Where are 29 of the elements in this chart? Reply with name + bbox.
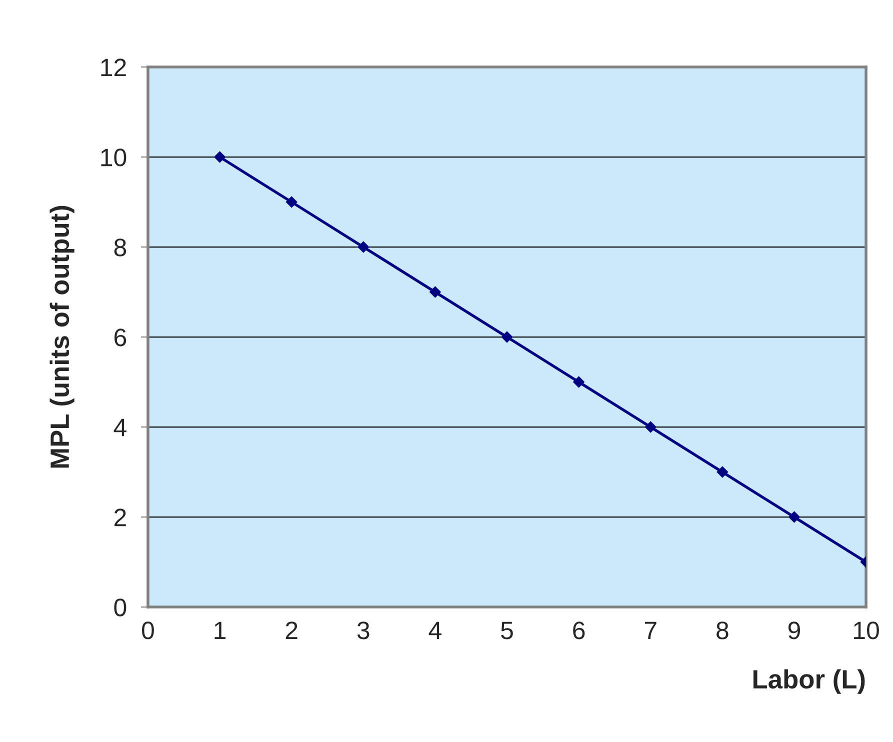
y-tick-label: 4 — [114, 418, 126, 436]
x-tick-label: 4 — [428, 622, 442, 640]
y-tick-label: 2 — [114, 508, 126, 526]
x-axis-title: Labor (L) — [753, 669, 865, 694]
x-tick-label: 2 — [286, 622, 298, 640]
x-tick-label: 8 — [716, 622, 728, 640]
x-tick-label: 1 — [214, 622, 226, 640]
y-axis-title: MPL (units of output) — [50, 206, 74, 468]
x-tick-label: 9 — [788, 622, 800, 640]
point — [645, 421, 656, 433]
point — [573, 376, 584, 388]
point — [214, 151, 226, 163]
point — [501, 331, 513, 343]
x-tick-label: 3 — [357, 622, 370, 640]
x-tick-label: 0 — [142, 622, 154, 640]
x-tick-label: 6 — [573, 622, 585, 640]
point — [286, 196, 298, 208]
x-tick-label: 7 — [644, 622, 656, 640]
x-tick-label: 10 — [854, 622, 879, 640]
y-tick-label: 6 — [114, 328, 126, 346]
point — [788, 511, 800, 523]
point — [716, 466, 728, 478]
point — [358, 241, 369, 253]
y-tick-label: 12 — [101, 58, 126, 76]
point — [430, 286, 441, 298]
x-tick-label: 5 — [501, 622, 513, 640]
y-tick-label: 10 — [101, 148, 126, 166]
y-tick-label: 0 — [114, 598, 126, 616]
y-tick-label: 8 — [114, 238, 126, 256]
